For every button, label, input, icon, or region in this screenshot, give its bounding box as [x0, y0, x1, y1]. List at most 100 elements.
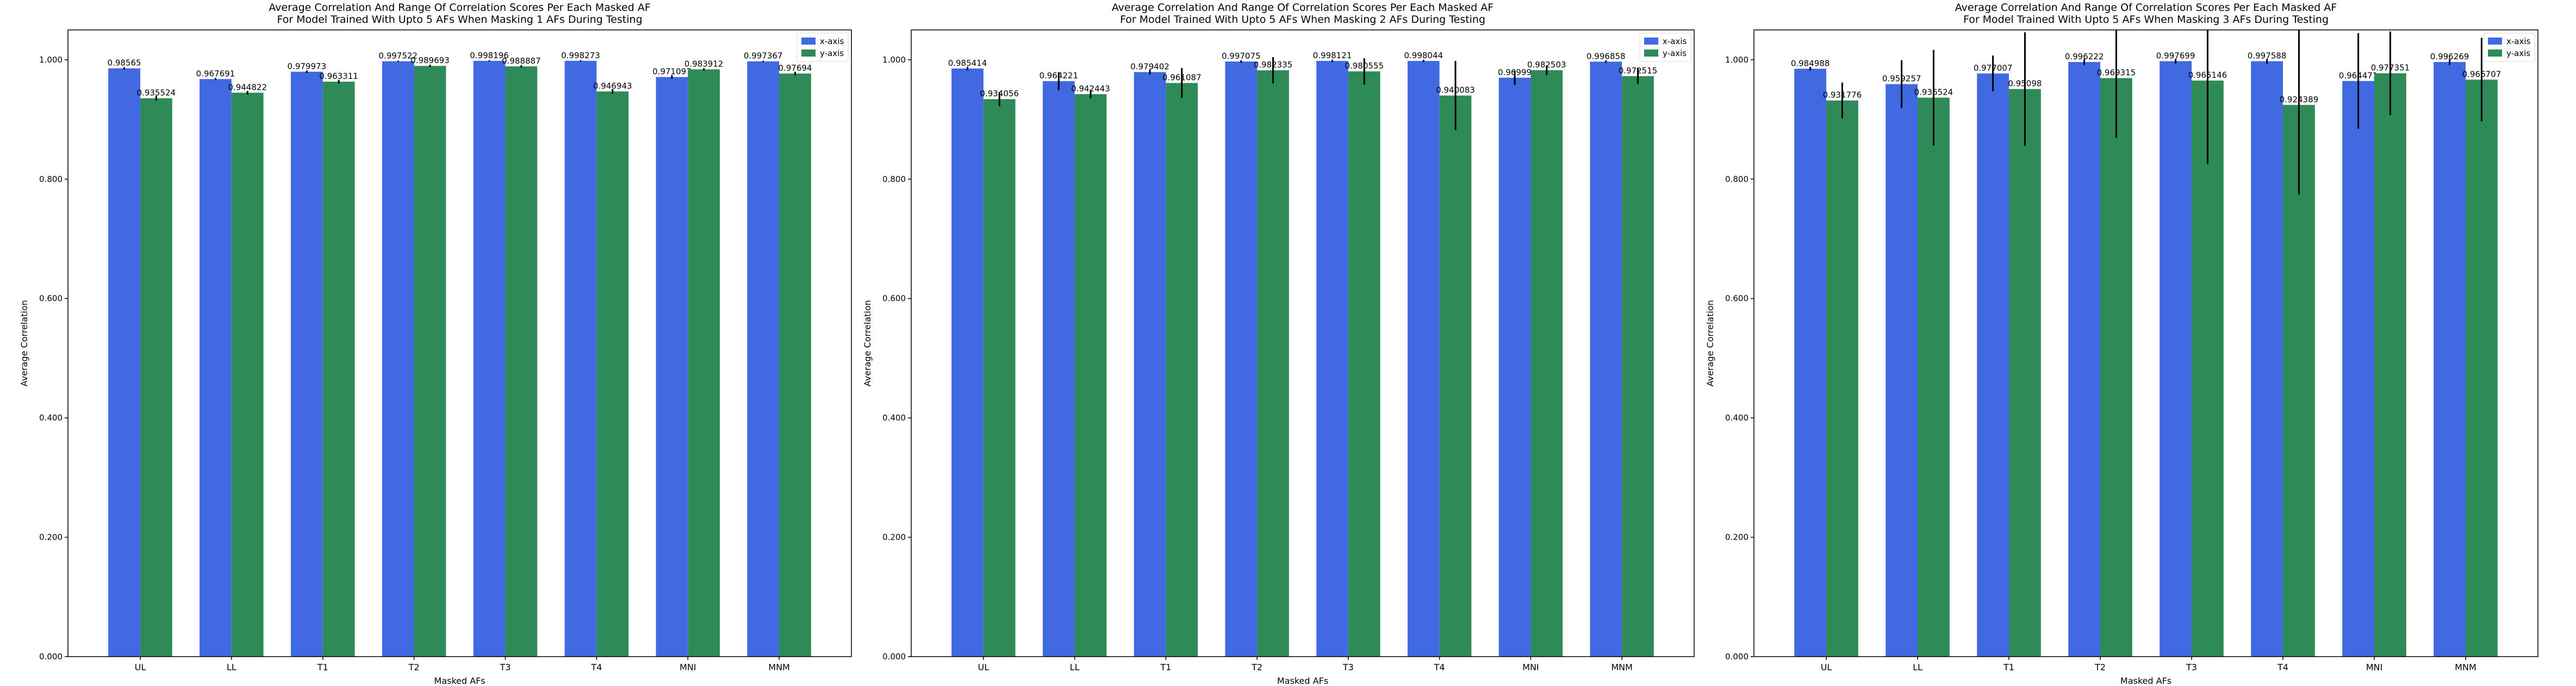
legend-swatch-x-axis	[1644, 38, 1658, 45]
y-tick-label: 0.400	[882, 413, 906, 423]
bar-y-axis-T2	[2100, 78, 2132, 657]
data-label-x-axis-UL: 0.98565	[108, 58, 141, 68]
bar-x-axis-LL	[1042, 81, 1075, 657]
bar-y-axis-T4	[1439, 95, 1472, 657]
bar-x-axis-T4	[1407, 61, 1440, 657]
bar-x-axis-T1	[290, 71, 323, 657]
x-tick-label-T4: T4	[590, 662, 602, 672]
data-label-x-axis-MNM: 0.996269	[2430, 52, 2469, 61]
bar-y-axis-MNM	[779, 73, 811, 657]
data-label-x-axis-UL: 0.984988	[1791, 58, 1830, 68]
x-tick-label-UL: UL	[1821, 662, 1832, 672]
legend: x-axis y-axis	[797, 33, 849, 62]
y-tick-label: 0.800	[1725, 174, 1749, 184]
data-label-y-axis-T4: 0.940083	[1436, 85, 1475, 95]
legend-label-y-axis: y-axis	[820, 48, 844, 58]
x-tick-label-MNI: MNI	[2366, 662, 2383, 672]
data-label-x-axis-T4: 0.998044	[1404, 51, 1443, 60]
data-label-x-axis-T3: 0.998121	[1313, 51, 1352, 60]
data-label-y-axis-MNI: 0.977351	[2371, 63, 2410, 73]
data-label-y-axis-T1: 0.963311	[319, 71, 358, 81]
x-tick-label-MNM: MNM	[768, 662, 790, 672]
bar-x-axis-T3	[2160, 61, 2192, 657]
data-label-x-axis-MNI: 0.964471	[2339, 71, 2378, 81]
legend: x-axis y-axis	[1639, 33, 1691, 62]
x-tick-label-T4: T4	[2277, 662, 2288, 672]
bar-x-axis-UL	[951, 68, 984, 657]
y-tick-label: 1.000	[1725, 55, 1749, 65]
bar-x-axis-UL	[108, 68, 140, 657]
bar-y-axis-T1	[322, 82, 355, 657]
bar-x-axis-MNI	[2342, 81, 2374, 657]
y-tick-label: 0.400	[39, 413, 63, 423]
chart-subtitle: For Model Trained With Upto 5 AFs When M…	[1120, 14, 1485, 26]
data-label-x-axis-MNI: 0.971097	[652, 67, 692, 77]
x-tick-label-MNM: MNM	[2455, 662, 2477, 672]
data-label-x-axis-LL: 0.964221	[1039, 71, 1078, 81]
bar-x-axis-MNM	[747, 61, 780, 657]
data-label-y-axis-T4: 0.946943	[593, 81, 632, 91]
legend-label-x-axis: x-axis	[2506, 36, 2531, 46]
plot-frame	[67, 29, 852, 657]
data-label-y-axis-MNI: 0.982503	[1527, 60, 1566, 70]
chart-title: Average Correlation And Range Of Correla…	[269, 2, 650, 14]
bar-x-axis-T2	[382, 61, 414, 657]
data-label-y-axis-MNM: 0.966707	[2462, 69, 2502, 79]
data-label-x-axis-T4: 0.998273	[561, 51, 600, 60]
legend-swatch-x-axis	[2488, 38, 2502, 45]
bar-y-axis-MNI	[688, 69, 720, 657]
bar-y-axis-UL	[983, 99, 1016, 657]
data-label-y-axis-T3: 0.965146	[2188, 70, 2227, 80]
bar-x-axis-LL	[1886, 84, 1918, 657]
legend-swatch-y-axis	[801, 50, 816, 57]
x-tick-label-T1: T1	[1160, 662, 1171, 672]
x-tick-label-UL: UL	[135, 662, 146, 672]
y-tick-label: 0.200	[882, 533, 906, 542]
y-tick-label: 1.000	[882, 55, 906, 65]
bar-y-axis-MNM	[2465, 79, 2498, 657]
data-label-x-axis-T2: 0.997075	[1222, 51, 1261, 61]
x-tick-label-LL: LL	[1070, 662, 1080, 672]
x-axis-label: Masked AFs	[1277, 676, 1328, 686]
bar-x-axis-T2	[1225, 61, 1258, 657]
y-tick-label: 0.800	[882, 174, 906, 184]
data-label-x-axis-T2: 0.996222	[2065, 52, 2104, 61]
y-tick-label: 0.000	[882, 652, 906, 662]
y-tick-label: 0.600	[882, 294, 906, 304]
bar-x-axis-MNI	[656, 77, 688, 657]
bar-y-axis-T3	[1348, 71, 1380, 657]
data-label-x-axis-T2: 0.997522	[378, 51, 418, 61]
data-label-y-axis-MNI: 0.983912	[685, 59, 724, 69]
bar-y-axis-T2	[1257, 70, 1289, 657]
data-label-y-axis-UL: 0.934056	[980, 89, 1019, 98]
legend-label-x-axis: x-axis	[1663, 36, 1687, 46]
legend: x-axis y-axis	[2483, 33, 2535, 62]
x-tick-label-UL: UL	[978, 662, 990, 672]
data-label-y-axis-T4: 0.924389	[2280, 95, 2319, 104]
data-label-x-axis-T4: 0.997588	[2248, 51, 2287, 61]
bar-x-axis-T1	[1134, 72, 1166, 657]
chart-panel-2: Average Correlation And Range Of Correla…	[862, 2, 1695, 686]
chart-panel-3: Average Correlation And Range Of Correla…	[1705, 2, 2538, 686]
data-label-y-axis-LL: 0.942443	[1071, 84, 1110, 94]
bar-y-axis-T1	[2009, 89, 2041, 657]
bar-y-axis-LL	[1918, 97, 1950, 657]
y-tick-label: 0.800	[39, 174, 63, 184]
bar-y-axis-LL	[1074, 94, 1107, 657]
data-label-x-axis-T1: 0.977007	[1974, 63, 2013, 73]
x-tick-label-T2: T2	[1251, 662, 1262, 672]
bar-x-axis-T3	[1316, 60, 1348, 657]
bar-y-axis-MNI	[1530, 70, 1563, 657]
y-axis-label: Average Correlation	[862, 300, 873, 386]
x-tick-label-MNI: MNI	[1522, 662, 1539, 672]
data-label-y-axis-UL: 0.935524	[137, 88, 176, 98]
x-tick-label-T2: T2	[2094, 662, 2106, 672]
legend-swatch-y-axis	[2488, 50, 2502, 57]
y-tick-label: 0.200	[1725, 533, 1749, 542]
y-tick-label: 0.400	[1725, 413, 1749, 423]
bar-x-axis-T2	[2068, 62, 2101, 657]
x-tick-label-LL: LL	[227, 662, 237, 672]
y-tick-label: 0.600	[1725, 294, 1749, 304]
data-label-x-axis-MNM: 0.996858	[1586, 51, 1626, 61]
x-tick-label-T3: T3	[1342, 662, 1354, 672]
